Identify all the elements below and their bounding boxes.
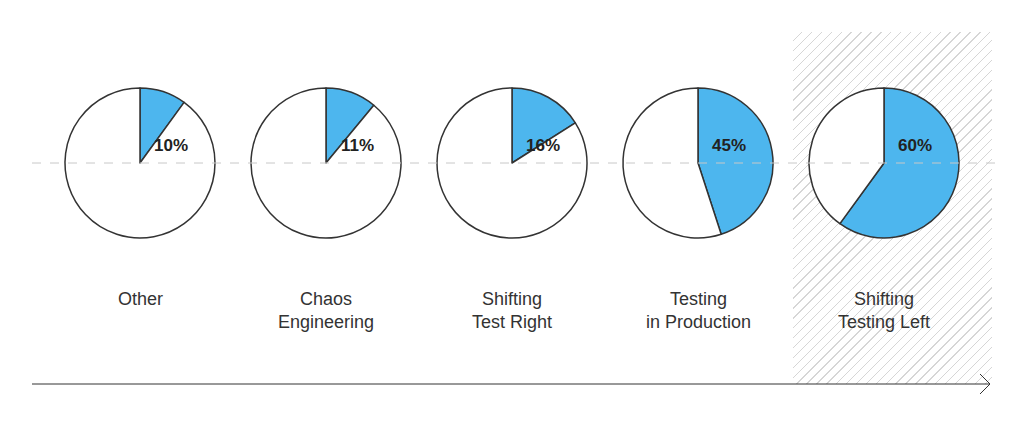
svg-text:ShiftingTesting Left: ShiftingTesting Left — [838, 289, 930, 332]
svg-text:Other: Other — [118, 289, 163, 309]
svg-text:60%: 60% — [898, 136, 932, 155]
svg-text:ShiftingTest Right: ShiftingTest Right — [472, 289, 552, 332]
svg-text:16%: 16% — [526, 136, 560, 155]
svg-text:10%: 10% — [154, 136, 188, 155]
svg-text:11%: 11% — [341, 136, 374, 155]
svg-text:45%: 45% — [712, 136, 746, 155]
svg-text:Testingin Production: Testingin Production — [646, 289, 751, 332]
svg-text:ChaosEngineering: ChaosEngineering — [278, 289, 374, 332]
